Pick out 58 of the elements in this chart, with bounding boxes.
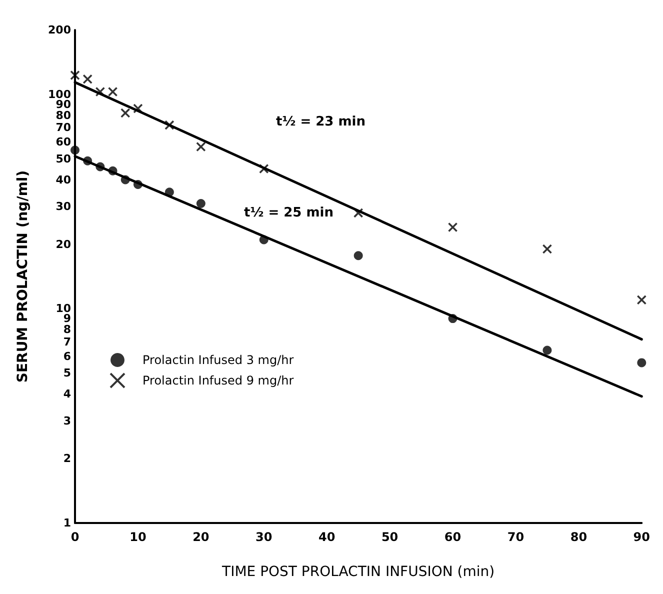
- point: [196, 198, 206, 208]
- y-tick-label: 30: [56, 200, 72, 214]
- y-tick-label: 6: [63, 350, 72, 363]
- point: [448, 222, 458, 232]
- point: [164, 120, 174, 130]
- point: [353, 208, 364, 218]
- point: [96, 162, 105, 172]
- point: [120, 175, 130, 184]
- y-tick-label: 200: [48, 24, 72, 36]
- annotation: t½ = 23 min: [276, 114, 366, 130]
- x-axis-title: TIME POST PROLACTIN INFUSION (min): [221, 564, 495, 580]
- point: [637, 358, 646, 368]
- x-tick-label: 60: [444, 530, 462, 544]
- point: [133, 104, 143, 114]
- y-tick-label: 2: [63, 452, 71, 466]
- x-tick-label: 10: [130, 530, 146, 544]
- point: [164, 188, 174, 197]
- y-tick-label: 70: [56, 121, 72, 134]
- x-tick-label: 20: [192, 530, 210, 544]
- y-tick-label: 40: [56, 173, 72, 186]
- y-tick-label: 60: [56, 136, 72, 149]
- y-tick-label: 8: [63, 323, 71, 336]
- y-tick-label: 80: [56, 108, 72, 122]
- point: [354, 251, 363, 260]
- point: [108, 86, 118, 97]
- legend-label: Prolactin Infused 9 mg/hr: [142, 374, 294, 388]
- point: [196, 142, 206, 152]
- point: [259, 235, 268, 244]
- x-tick-label: 30: [256, 530, 272, 544]
- point: [70, 70, 80, 80]
- y-tick-label: 20: [56, 238, 72, 251]
- point: [120, 108, 130, 118]
- legend-label: Prolactin Infused 3 mg/hr: [142, 353, 294, 367]
- y-tick-label: 5: [63, 366, 71, 380]
- x-tick-label: 40: [318, 530, 336, 544]
- annotation: t½ = 25 min: [244, 206, 334, 220]
- point: [636, 294, 647, 305]
- y-tick-label: 3: [63, 414, 71, 428]
- point: [133, 180, 142, 190]
- y-tick-label: 1: [63, 516, 71, 530]
- point: [108, 166, 118, 176]
- point: [258, 164, 269, 174]
- point: [83, 156, 92, 166]
- x-tick-label: 70: [507, 530, 524, 544]
- x-tick-label: 90: [633, 530, 650, 544]
- y-tick-label: 7: [63, 335, 71, 348]
- point: [448, 314, 458, 324]
- y-axis-title: SERUM PROLACTIN (ng/ml): [15, 170, 31, 383]
- y-tick-label: 50: [56, 152, 72, 166]
- point: [70, 146, 80, 155]
- x-tick-label: 50: [381, 530, 398, 544]
- y-tick-label: 4: [63, 388, 72, 401]
- x-tick-label: 0: [70, 530, 80, 544]
- point: [95, 86, 106, 97]
- point: [542, 346, 552, 355]
- point: [82, 74, 92, 84]
- x-tick-label: 80: [570, 530, 588, 544]
- point: [542, 244, 552, 254]
